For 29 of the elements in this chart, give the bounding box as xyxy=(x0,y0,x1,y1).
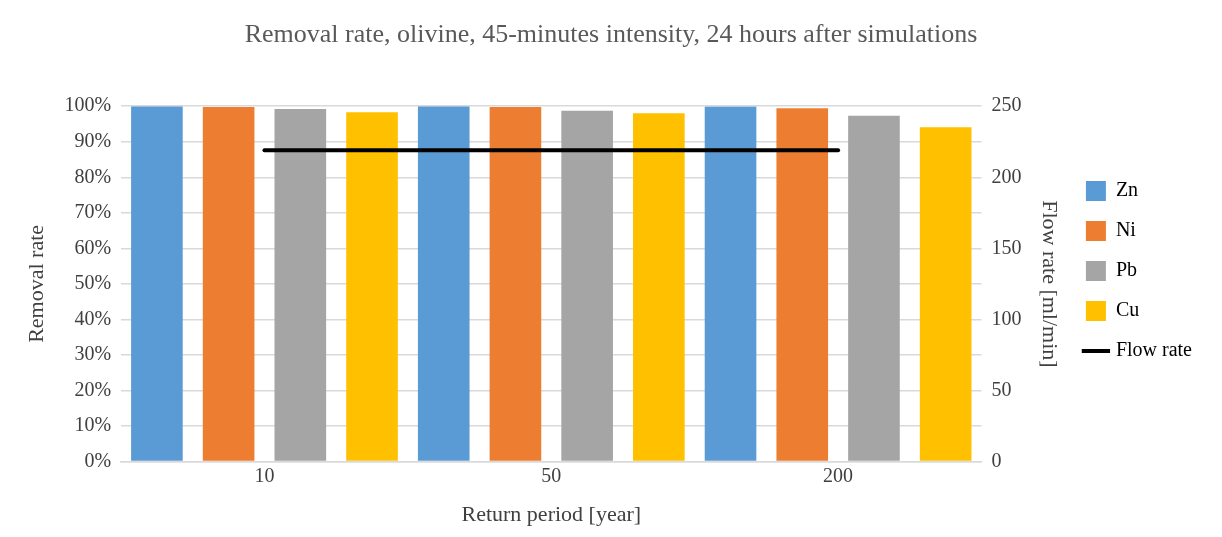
y-axis-title: Removal rate xyxy=(22,224,48,343)
y-tick-label: 30% xyxy=(74,342,112,365)
y-tick-label: 0% xyxy=(84,448,112,471)
y2-tick-label: 250 xyxy=(991,93,1022,116)
y2-tick-label: 150 xyxy=(991,235,1022,258)
y-tick-label: 50% xyxy=(74,271,112,294)
y2-tick-label: 100 xyxy=(991,306,1022,329)
x-tick-label: 200 xyxy=(823,463,854,486)
y-tick-label: 100% xyxy=(64,93,112,116)
legend-label: Pb xyxy=(1115,258,1138,281)
y2-tick-label: 50 xyxy=(991,377,1012,400)
x-tick-label: 50 xyxy=(541,463,562,486)
y2-tick-label: 200 xyxy=(991,164,1022,187)
legend-label: Flow rate xyxy=(1115,338,1193,361)
y-tick-label: 70% xyxy=(74,200,112,223)
legend-label: Zn xyxy=(1115,178,1139,201)
y-tick-label: 40% xyxy=(74,306,112,329)
legend-label: Ni xyxy=(1115,218,1137,241)
y2-axis-title: Flow rate [ml/min] xyxy=(1037,200,1063,368)
chart-title: Removal rate, olivine, 45-minutes intensity, 24 hours after simulations xyxy=(244,19,978,49)
legend-label: Cu xyxy=(1115,298,1140,321)
x-axis-title: Return period [year] xyxy=(461,500,642,526)
y-tick-label: 10% xyxy=(74,413,112,436)
y-tick-label: 80% xyxy=(74,164,112,187)
x-tick-label: 10 xyxy=(254,463,275,486)
y2-tick-label: 0 xyxy=(991,448,1002,471)
y-tick-label: 60% xyxy=(74,235,112,258)
y-tick-label: 90% xyxy=(74,128,112,151)
y-tick-label: 20% xyxy=(74,377,112,400)
